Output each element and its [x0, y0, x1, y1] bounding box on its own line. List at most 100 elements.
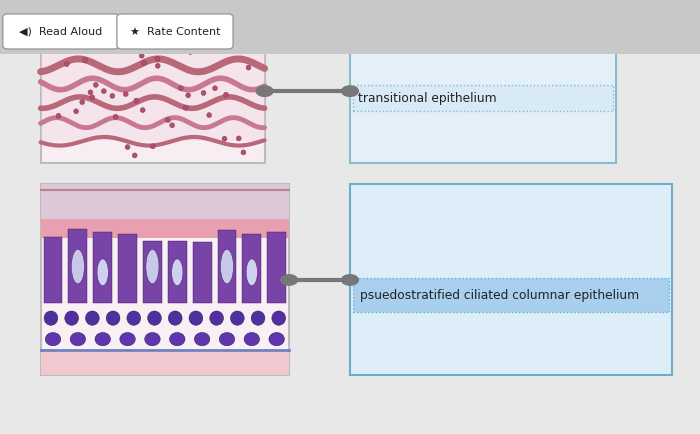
FancyBboxPatch shape: [41, 84, 265, 102]
Ellipse shape: [201, 90, 206, 95]
Ellipse shape: [148, 311, 162, 326]
FancyBboxPatch shape: [41, 45, 265, 66]
Ellipse shape: [127, 311, 141, 326]
Ellipse shape: [178, 85, 183, 91]
FancyBboxPatch shape: [3, 14, 119, 49]
FancyBboxPatch shape: [350, 20, 616, 163]
Ellipse shape: [230, 311, 244, 326]
Ellipse shape: [88, 90, 93, 95]
Ellipse shape: [155, 56, 160, 61]
Ellipse shape: [44, 311, 58, 326]
FancyBboxPatch shape: [118, 234, 137, 303]
Ellipse shape: [183, 105, 188, 110]
FancyBboxPatch shape: [354, 278, 668, 312]
Ellipse shape: [150, 144, 155, 149]
Ellipse shape: [244, 332, 260, 346]
FancyBboxPatch shape: [143, 241, 162, 303]
Ellipse shape: [110, 93, 115, 99]
FancyBboxPatch shape: [41, 184, 289, 219]
Ellipse shape: [85, 311, 99, 326]
Ellipse shape: [172, 259, 183, 286]
Ellipse shape: [90, 95, 95, 100]
FancyBboxPatch shape: [218, 230, 237, 303]
Ellipse shape: [251, 311, 265, 326]
FancyBboxPatch shape: [43, 237, 62, 303]
Ellipse shape: [64, 62, 69, 67]
Ellipse shape: [125, 145, 130, 150]
Ellipse shape: [272, 311, 286, 326]
Ellipse shape: [246, 259, 258, 286]
Ellipse shape: [155, 63, 160, 69]
Ellipse shape: [83, 58, 88, 62]
Ellipse shape: [56, 113, 61, 118]
FancyBboxPatch shape: [267, 232, 286, 303]
FancyBboxPatch shape: [353, 85, 613, 111]
Ellipse shape: [102, 89, 106, 94]
FancyBboxPatch shape: [117, 14, 233, 49]
Ellipse shape: [188, 49, 193, 55]
FancyBboxPatch shape: [41, 66, 265, 84]
FancyBboxPatch shape: [41, 219, 289, 238]
Ellipse shape: [95, 332, 111, 346]
FancyBboxPatch shape: [93, 232, 112, 303]
Ellipse shape: [74, 109, 78, 114]
Ellipse shape: [132, 153, 137, 158]
Ellipse shape: [113, 115, 118, 119]
Text: ◀)  Read Aloud: ◀) Read Aloud: [20, 26, 102, 36]
FancyBboxPatch shape: [41, 102, 265, 123]
Circle shape: [256, 86, 273, 96]
FancyBboxPatch shape: [41, 352, 289, 375]
Ellipse shape: [189, 311, 203, 326]
FancyBboxPatch shape: [168, 241, 187, 303]
Ellipse shape: [106, 311, 120, 326]
Ellipse shape: [46, 332, 61, 346]
Ellipse shape: [80, 99, 85, 105]
Ellipse shape: [195, 332, 210, 346]
Ellipse shape: [241, 150, 246, 155]
Ellipse shape: [146, 250, 159, 284]
Ellipse shape: [141, 60, 146, 66]
Ellipse shape: [220, 250, 234, 284]
Text: ★  Rate Content: ★ Rate Content: [130, 26, 220, 36]
Ellipse shape: [122, 45, 127, 50]
Circle shape: [342, 86, 358, 96]
Ellipse shape: [123, 92, 128, 96]
Text: psuedostratified ciliated columnar epithelium: psuedostratified ciliated columnar epith…: [360, 289, 639, 302]
Ellipse shape: [132, 36, 136, 41]
FancyBboxPatch shape: [0, 0, 700, 54]
Ellipse shape: [213, 86, 218, 91]
Ellipse shape: [222, 136, 227, 141]
Ellipse shape: [169, 123, 174, 128]
Ellipse shape: [248, 31, 253, 36]
FancyBboxPatch shape: [41, 20, 265, 163]
Ellipse shape: [140, 108, 145, 112]
Ellipse shape: [186, 93, 190, 98]
Ellipse shape: [139, 53, 144, 58]
Ellipse shape: [246, 65, 251, 70]
FancyBboxPatch shape: [41, 123, 265, 141]
Ellipse shape: [65, 311, 78, 326]
Ellipse shape: [168, 311, 182, 326]
Ellipse shape: [172, 31, 176, 36]
Circle shape: [342, 275, 358, 285]
Ellipse shape: [134, 98, 139, 103]
Ellipse shape: [210, 311, 223, 326]
FancyBboxPatch shape: [350, 184, 672, 375]
FancyBboxPatch shape: [41, 184, 289, 375]
Ellipse shape: [223, 92, 228, 97]
FancyBboxPatch shape: [69, 229, 88, 303]
Ellipse shape: [145, 332, 160, 346]
Ellipse shape: [120, 332, 135, 346]
Ellipse shape: [269, 332, 284, 346]
Ellipse shape: [219, 332, 234, 346]
Ellipse shape: [106, 36, 111, 41]
Ellipse shape: [93, 82, 98, 87]
Ellipse shape: [165, 118, 170, 122]
Ellipse shape: [237, 136, 242, 141]
FancyBboxPatch shape: [242, 234, 261, 303]
Ellipse shape: [169, 332, 185, 346]
Circle shape: [281, 275, 297, 285]
Ellipse shape: [71, 250, 85, 284]
Ellipse shape: [70, 332, 85, 346]
FancyBboxPatch shape: [193, 242, 211, 303]
